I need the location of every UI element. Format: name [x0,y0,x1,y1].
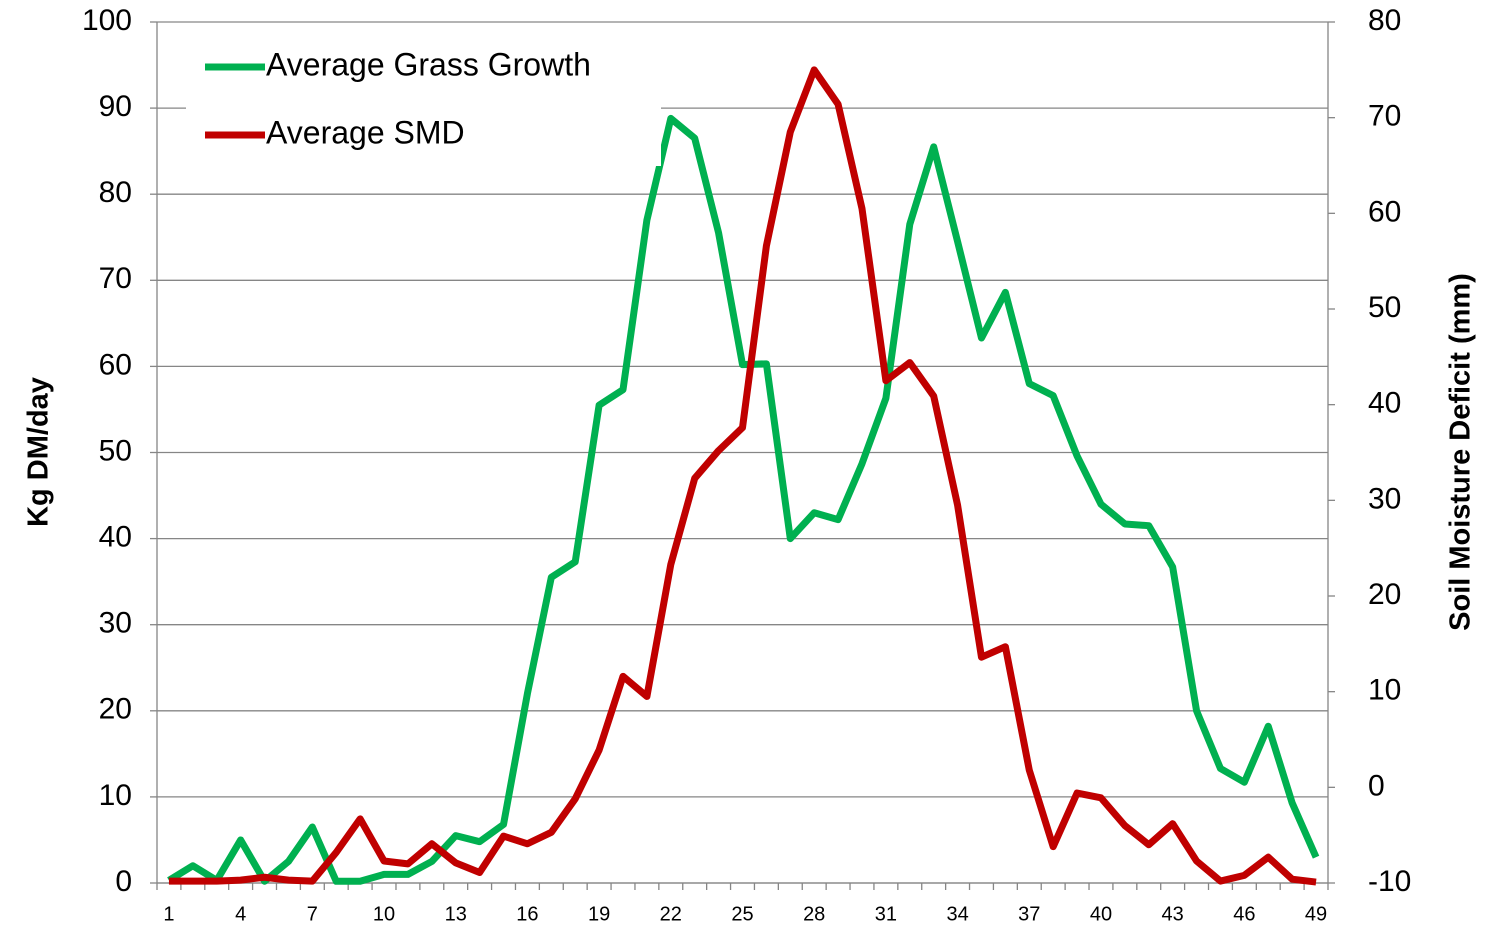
x-tick-label: 31 [875,903,897,925]
series-line [168,66,1317,886]
y-tick-label: 80 [99,176,132,209]
y-tick-label: 70 [99,262,132,295]
x-tick-label: 40 [1090,903,1112,925]
x-tick-label: 25 [731,903,753,925]
legend-label: Average Grass Growth [266,46,591,82]
y2-tick-label: 50 [1368,291,1401,324]
y2-tick-label: 70 [1368,100,1401,133]
y2-tick-label: 0 [1368,769,1385,802]
y-tick-label: 100 [82,4,132,37]
y-tick-label: 0 [115,865,132,898]
x-tick-label: 46 [1233,903,1255,925]
legend-box [186,38,661,166]
x-tick-label: 28 [803,903,825,925]
x-tick-label: 22 [660,903,682,925]
y2-tick-label: 40 [1368,387,1401,420]
x-tick-label: 16 [516,903,538,925]
x-tick-label: 13 [445,903,467,925]
y-tick-label: 40 [99,521,132,554]
y-tick-label: 60 [99,348,132,381]
y-tick-label: 10 [99,779,132,812]
y2-tick-label: -10 [1368,865,1411,898]
series-line [167,114,1320,885]
x-tick-label: 4 [235,903,246,925]
legend-label: Average SMD [266,114,465,150]
y-tick-label: 30 [99,607,132,640]
x-tick-label: 19 [588,903,610,925]
y2-tick-label: 30 [1368,482,1401,515]
y2-tick-label: 60 [1368,195,1401,228]
x-tick-label: 7 [307,903,318,925]
y-tick-label: 50 [99,434,132,467]
y-tick-label: 90 [99,90,132,123]
x-tick-label: 1 [163,903,174,925]
x-tick-label: 10 [373,903,395,925]
x-tick-label: 37 [1018,903,1040,925]
x-tick-label: 34 [946,903,968,925]
x-tick-label: 49 [1305,903,1327,925]
y-axis-title: Kg DM/day [23,377,55,527]
y2-tick-label: 80 [1368,4,1401,37]
y-tick-label: 20 [99,693,132,726]
x-tick-label: 43 [1162,903,1184,925]
y2-tick-label: 10 [1368,674,1401,707]
y2-axis-title: Soil Moisture Deficit (mm) [1445,273,1477,631]
y2-tick-label: 20 [1368,578,1401,611]
